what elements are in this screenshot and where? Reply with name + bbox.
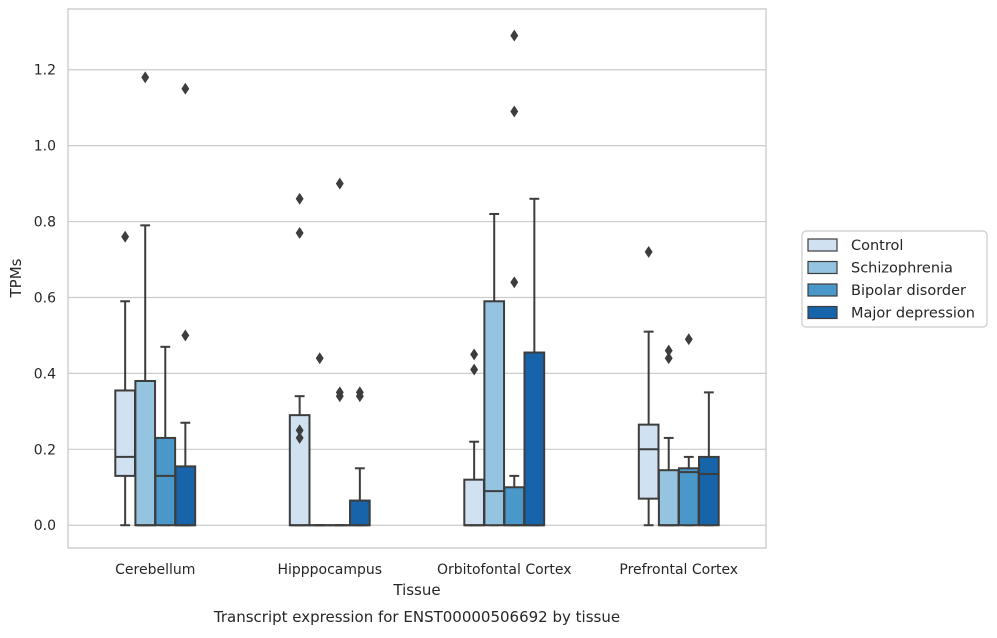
boxes <box>115 30 718 525</box>
box-2-3 <box>679 334 699 525</box>
box-body <box>155 438 175 525</box>
y-axis-title: TPMs <box>7 258 25 298</box>
y-tick-label: 1.0 <box>34 139 56 155</box>
box-body <box>525 353 545 526</box>
outlier-point <box>511 30 518 41</box>
box-body <box>679 468 699 525</box>
legend: Control Schizophrenia Bipolar disorder Majo… <box>802 231 987 327</box>
legend-label: Major depression <box>851 306 975 322</box>
figure-caption: Transcript expression for ENST0000050669… <box>213 608 620 626</box>
box-0-3 <box>639 247 659 526</box>
outlier-point <box>316 353 323 364</box>
legend-label: Control <box>851 238 903 254</box>
legend-label: Schizophrenia <box>851 261 953 277</box>
outlier-point <box>685 334 692 345</box>
outlier-point <box>665 345 672 356</box>
outlier-point <box>471 349 478 360</box>
outlier-point <box>182 330 189 341</box>
x-tick-labels: Cerebellum Hipppocampus Orbitofontal Corte… <box>115 562 738 578</box>
box-body <box>504 487 524 525</box>
box-0-1 <box>290 193 310 525</box>
outlier-point <box>182 83 189 94</box>
x-tick-label: Cerebellum <box>115 562 195 578</box>
box-2-2 <box>504 30 524 525</box>
box-1-3 <box>659 345 679 525</box>
x-tick-label: Hipppocampus <box>277 562 382 578</box>
box-3-1 <box>350 387 370 525</box>
box-body <box>135 381 155 525</box>
x-tick-label: Prefrontal Cortex <box>619 562 738 578</box>
outlier-point <box>336 178 343 189</box>
box-3-3 <box>699 392 719 525</box>
chart-figure: 0.0 0.2 0.4 0.6 0.8 1.0 1.2 Cerebellum Hipppoca… <box>0 0 997 634</box>
outlier-point <box>142 72 149 83</box>
outlier-point <box>296 228 303 239</box>
y-tick-label: 1.2 <box>34 63 56 79</box>
outlier-point <box>296 193 303 204</box>
box-1-2 <box>484 214 504 525</box>
box-3-0 <box>176 83 196 525</box>
y-tick-label: 0.6 <box>34 290 56 306</box>
y-tick-label: 0.4 <box>34 366 56 382</box>
outlier-point <box>511 106 518 117</box>
box-1-0 <box>135 72 155 525</box>
boxplot-chart: 0.0 0.2 0.4 0.6 0.8 1.0 1.2 Cerebellum Hipppoca… <box>0 0 997 634</box>
outlier-point <box>645 247 652 258</box>
y-tick-labels: 0.0 0.2 0.4 0.6 0.8 1.0 1.2 <box>34 63 56 534</box>
legend-label: Bipolar disorder <box>851 283 966 299</box>
x-tick-label: Orbitofontal Cortex <box>437 562 572 578</box>
y-tick-label: 0.8 <box>34 215 56 231</box>
box-body <box>115 390 135 475</box>
outlier-point <box>511 277 518 288</box>
box-body <box>464 480 484 526</box>
box-body <box>699 457 719 525</box>
box-body <box>176 466 196 525</box>
box-0-2 <box>464 349 484 525</box>
legend-swatch <box>808 284 837 296</box>
legend-swatch <box>808 239 837 251</box>
legend-swatch <box>808 307 837 319</box>
legend-swatch <box>808 262 837 274</box>
box-body <box>350 501 370 526</box>
box-body <box>659 470 679 525</box>
y-tick-label: 0.2 <box>34 442 56 458</box>
box-body <box>639 425 659 499</box>
box-1-1 <box>310 353 330 525</box>
box-3-2 <box>525 199 545 525</box>
box-2-1 <box>330 178 350 525</box>
outlier-point <box>122 231 129 242</box>
y-tick-label: 0.0 <box>34 518 56 534</box>
box-0-0 <box>115 231 135 525</box>
x-axis-title: Tissue <box>392 581 440 599</box>
